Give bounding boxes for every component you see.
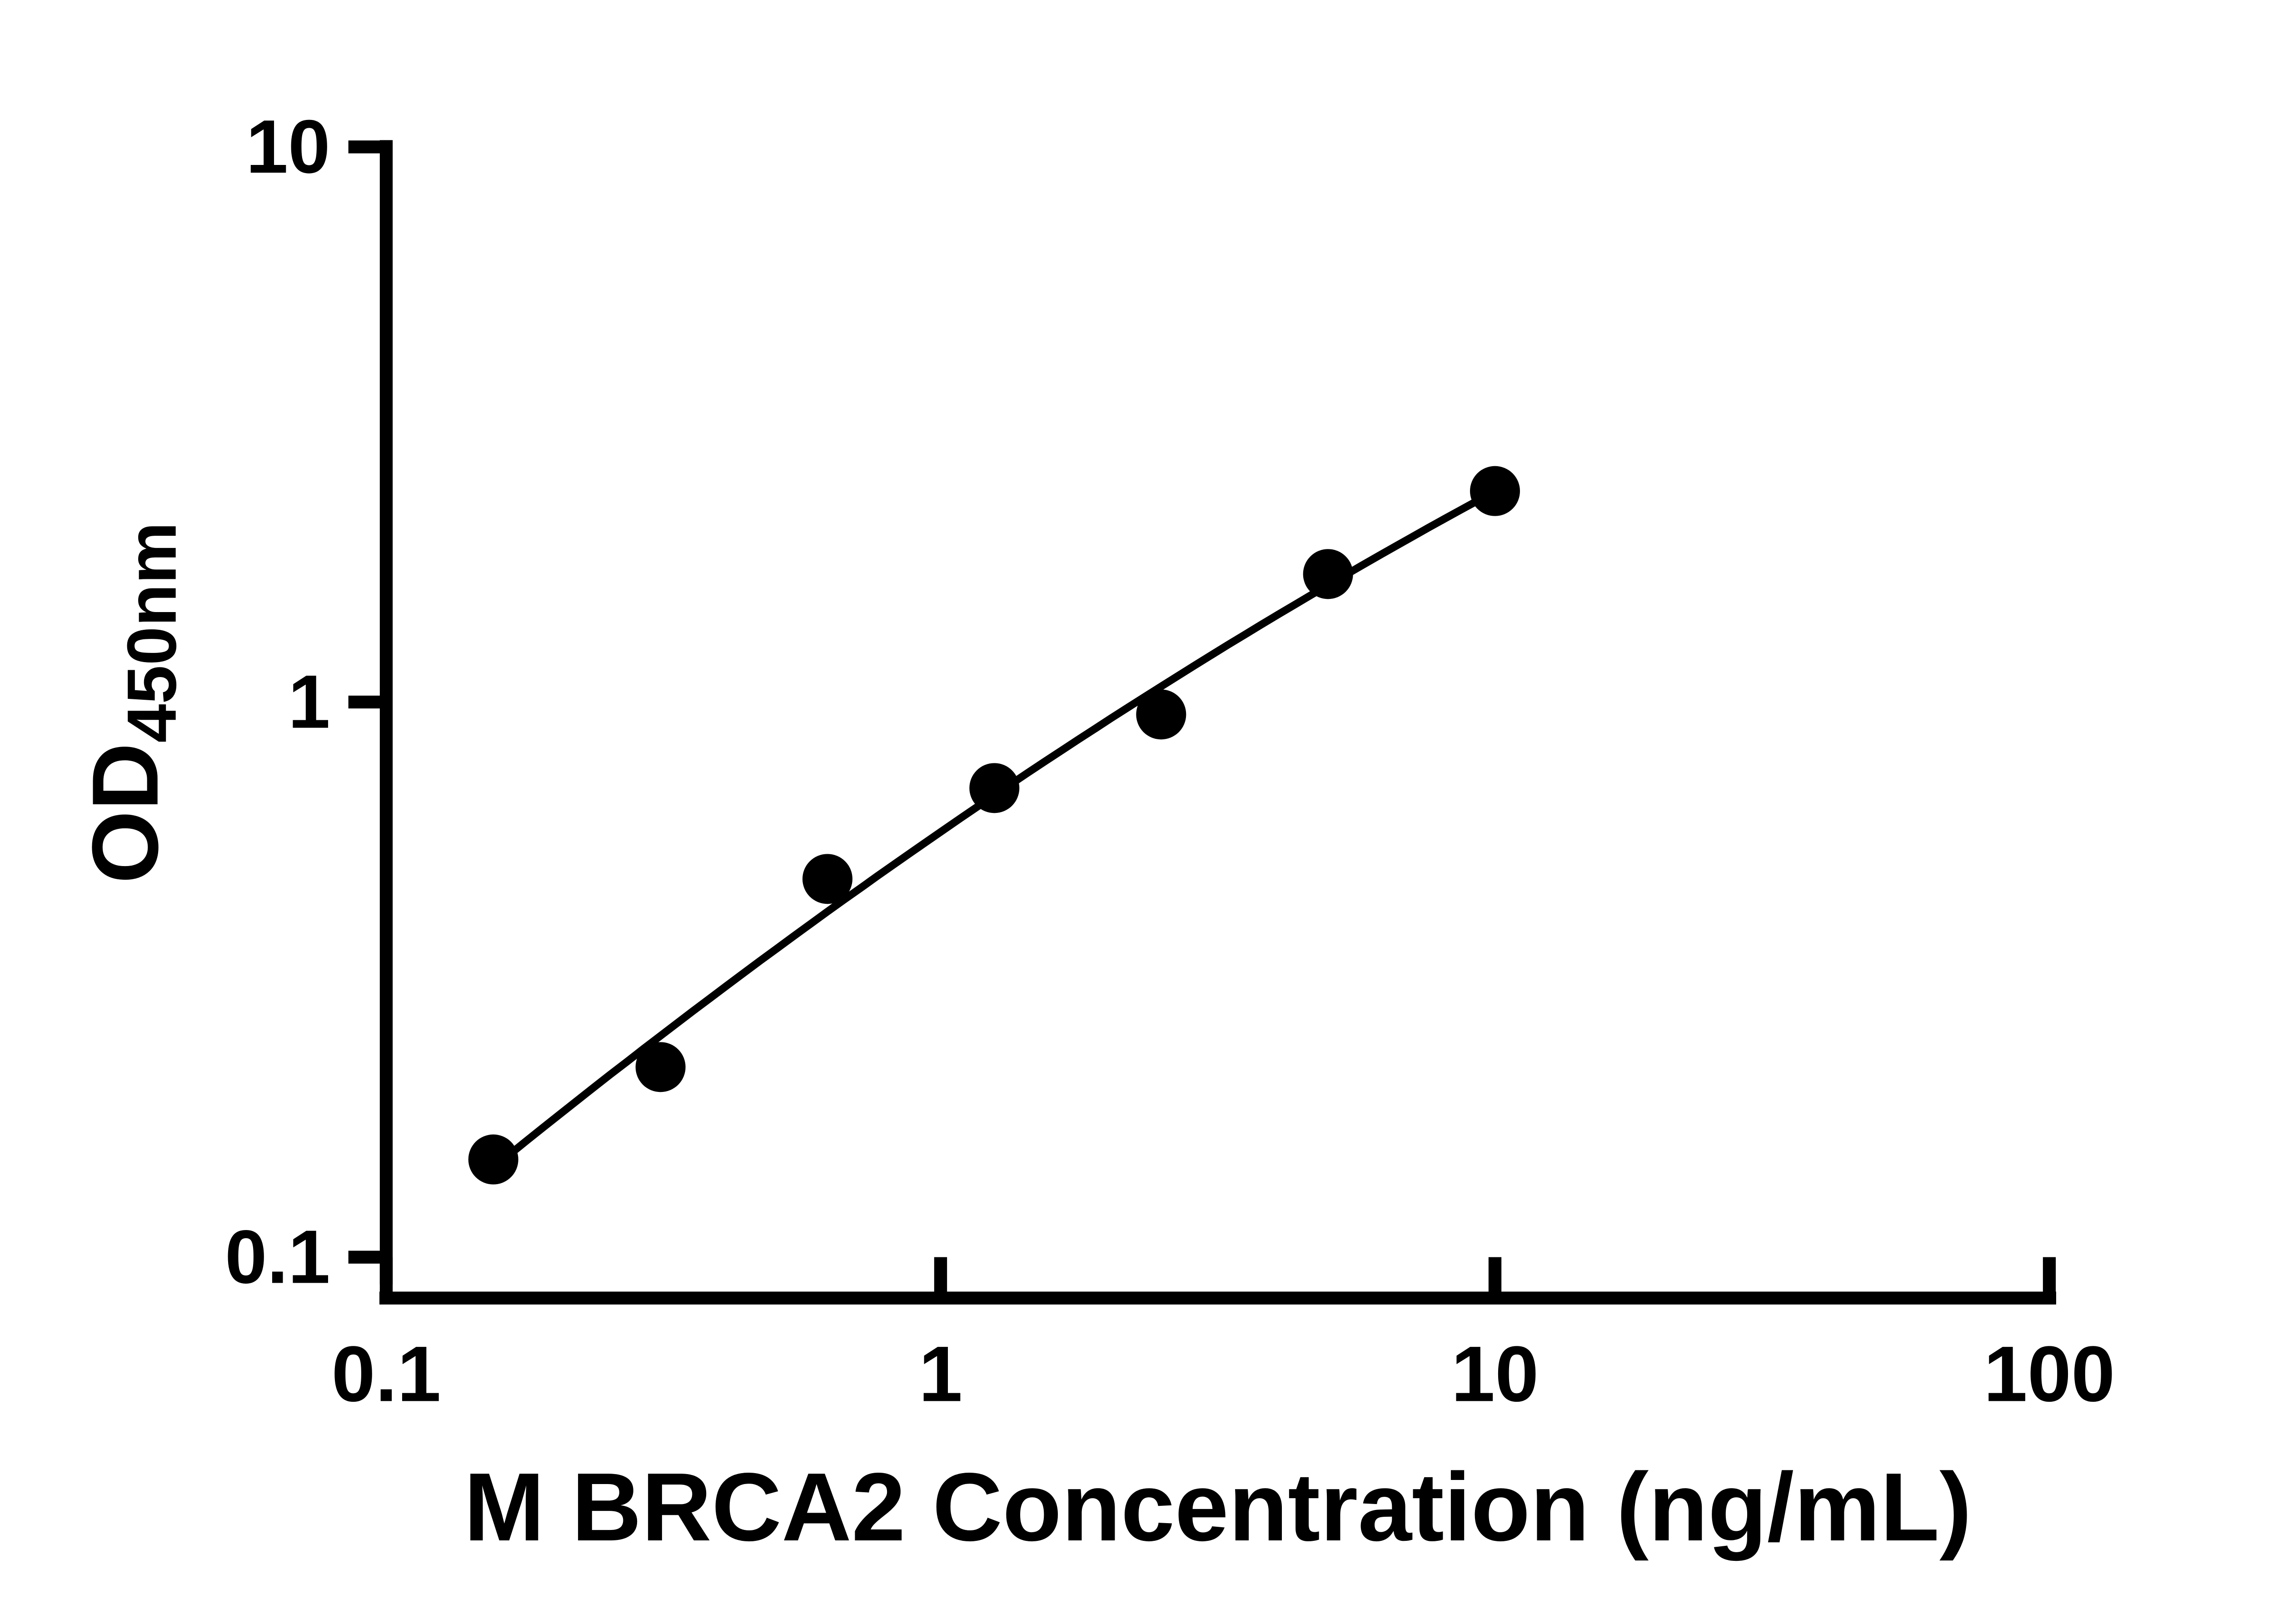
data-point [1303, 549, 1353, 599]
y-axis-title-main: OD [73, 743, 178, 884]
y-tick-label: 10 [246, 105, 330, 189]
y-tick-label: 0.1 [225, 1215, 330, 1299]
plot-area [468, 466, 1520, 1185]
data-point [969, 763, 1020, 813]
data-point [468, 1134, 518, 1185]
data-point [802, 854, 853, 904]
x-tick-label: 1 [919, 1330, 962, 1418]
y-axis-title-subscript: 450nm [113, 522, 191, 743]
x-tick-label: 10 [1451, 1330, 1539, 1418]
x-axis-title: M BRCA2 Concentration (ng/mL) [464, 1453, 1972, 1561]
data-point [1136, 689, 1186, 740]
y-tick-label: 1 [288, 660, 330, 744]
x-tick-label: 0.1 [332, 1330, 441, 1418]
axes: 0.1 1 10 0.1 1 10 100 [225, 105, 2115, 1418]
data-point [635, 1042, 686, 1092]
svg-text:OD450nm: OD450nm [73, 522, 191, 884]
data-point [1470, 466, 1520, 516]
x-tick-label: 100 [1983, 1330, 2115, 1418]
y-axis-title: OD450nm [73, 522, 191, 884]
